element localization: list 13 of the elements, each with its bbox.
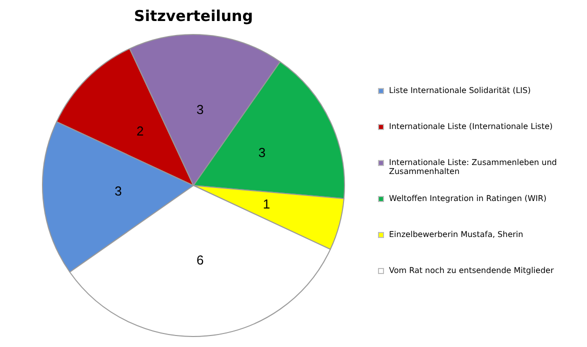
legend-label: Liste Internationale Solidarität (LIS): [389, 86, 531, 95]
legend-label: Internationale Liste (Internationale Liste): [389, 122, 553, 131]
data-label: 6: [196, 252, 204, 268]
slice-label: Vom Rat noch zu entsendende Mitglieder: [389, 266, 554, 275]
data-label: 3: [114, 184, 122, 199]
data-label: 3: [196, 102, 204, 117]
legend-label: Einzelbewerberin Mustafa, Sherin: [389, 230, 524, 239]
data-label: 2: [136, 124, 144, 139]
data-label: 3: [258, 145, 266, 160]
chart-title: Sitzverteilung: [134, 6, 253, 25]
legend-label: Internationale Liste: Zusammenleben und Zusammenhalten: [389, 158, 558, 176]
data-label: 1: [262, 196, 270, 212]
legend-label: Weltoffen Integration in Ratingen (WIR): [389, 194, 547, 203]
